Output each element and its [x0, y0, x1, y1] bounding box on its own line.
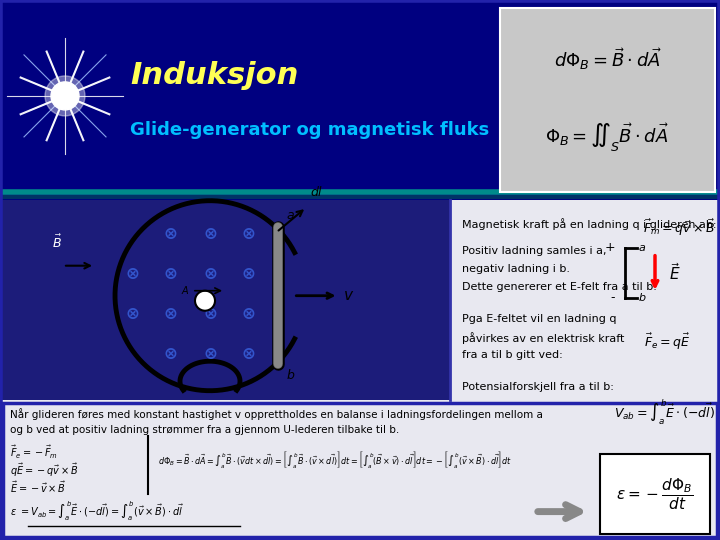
Text: $\varepsilon = -\dfrac{d\Phi_B}{dt}$: $\varepsilon = -\dfrac{d\Phi_B}{dt}$ — [616, 476, 693, 512]
Text: ⊗: ⊗ — [163, 305, 177, 323]
Text: Dette genererer et E-felt fra a til b.: Dette genererer et E-felt fra a til b. — [462, 282, 657, 292]
Circle shape — [51, 82, 79, 110]
Bar — [450, 200, 720, 400]
Circle shape — [195, 291, 215, 310]
Text: fra a til b gitt ved:: fra a til b gitt ved: — [462, 350, 563, 360]
Text: Magnetisk kraft på en ladning q i glideren ab:: Magnetisk kraft på en ladning q i glider… — [462, 218, 716, 230]
Text: ⊗: ⊗ — [125, 305, 139, 323]
Text: Potensialforskjell fra a til b:: Potensialforskjell fra a til b: — [462, 382, 614, 392]
Text: b: b — [287, 369, 294, 382]
Text: a: a — [639, 243, 646, 253]
Text: $\vec{E} = -\vec{v}\times\vec{B}$: $\vec{E} = -\vec{v}\times\vec{B}$ — [10, 480, 66, 495]
Bar — [500, 8, 715, 192]
Text: ⊗: ⊗ — [125, 265, 139, 283]
Text: -: - — [611, 291, 615, 305]
Bar — [0, 400, 720, 540]
Text: A: A — [181, 286, 188, 296]
Text: ⊗: ⊗ — [203, 225, 217, 242]
Text: b: b — [639, 293, 646, 303]
Text: og b ved at positiv ladning strømmer fra a gjennom U-lederen tilbake til b.: og b ved at positiv ladning strømmer fra… — [10, 424, 400, 435]
Text: $\Phi_B = \iint_S \vec{B}\cdot d\vec{A}$: $\Phi_B = \iint_S \vec{B}\cdot d\vec{A}$ — [545, 120, 670, 153]
Text: $\vec{F}_m = q\vec{v}\times\vec{B}$: $\vec{F}_m = q\vec{v}\times\vec{B}$ — [643, 218, 715, 238]
Text: $v$: $v$ — [343, 288, 355, 303]
Text: $V_{ab} = \int_a^b \vec{E}\cdot(-d\vec{l})$: $V_{ab} = \int_a^b \vec{E}\cdot(-d\vec{l… — [614, 397, 715, 426]
Text: $\vec{F}_e = q\vec{E}$: $\vec{F}_e = q\vec{E}$ — [644, 332, 690, 352]
Text: $d\Phi_B = \vec{B}\cdot d\vec{A}$: $d\Phi_B = \vec{B}\cdot d\vec{A}$ — [554, 46, 661, 72]
Bar — [0, 200, 450, 400]
Text: +: + — [604, 241, 615, 254]
Text: ⊗: ⊗ — [163, 345, 177, 363]
Text: påvirkes av en elektrisk kraft: påvirkes av en elektrisk kraft — [462, 332, 624, 343]
Text: Induksjon: Induksjon — [130, 62, 298, 90]
Text: ⊗: ⊗ — [241, 225, 255, 242]
Text: $\vec{F}_e = -\vec{F}_m$: $\vec{F}_e = -\vec{F}_m$ — [10, 443, 58, 461]
Bar — [3, 403, 717, 537]
Text: ⊗: ⊗ — [203, 305, 217, 323]
Text: ⊗: ⊗ — [241, 345, 255, 363]
Text: Når glideren føres med konstant hastighet v opprettholdes en balanse i ladningsf: Når glideren føres med konstant hastighe… — [10, 408, 543, 420]
Text: negativ ladning i b.: negativ ladning i b. — [462, 264, 570, 274]
Text: ⊗: ⊗ — [241, 305, 255, 323]
Text: $\vec{E}$: $\vec{E}$ — [669, 262, 681, 284]
Bar — [600, 454, 710, 534]
Text: Glide-generator og magnetisk fluks: Glide-generator og magnetisk fluks — [130, 121, 490, 139]
Circle shape — [45, 76, 85, 116]
Text: ⊗: ⊗ — [203, 265, 217, 283]
Bar — [0, 0, 720, 200]
Text: $d\Phi_B = \vec{B}\cdot d\vec{A}=\int_a^b\vec{B}\cdot(\vec{v}dt\times d\vec{l})=: $d\Phi_B = \vec{B}\cdot d\vec{A}=\int_a^… — [158, 449, 512, 470]
Text: a: a — [287, 210, 294, 222]
Text: $q\vec{E} = -q\vec{v}\times\vec{B}$: $q\vec{E} = -q\vec{v}\times\vec{B}$ — [10, 462, 78, 479]
Text: $\varepsilon \ = V_{ab} = \int_a^b \vec{E}\cdot(-d\vec{l})= \int_a^b(\vec{v}\tim: $\varepsilon \ = V_{ab} = \int_a^b \vec{… — [10, 500, 184, 523]
Text: Pga E-feltet vil en ladning q: Pga E-feltet vil en ladning q — [462, 314, 616, 324]
Text: Positiv ladning samles i a,: Positiv ladning samles i a, — [462, 246, 606, 256]
Text: ⊗: ⊗ — [163, 265, 177, 283]
Text: ⊗: ⊗ — [163, 225, 177, 242]
Text: ⊗: ⊗ — [203, 345, 217, 363]
Text: $\vec{B}$: $\vec{B}$ — [52, 233, 62, 251]
Text: $dl$: $dl$ — [310, 185, 324, 199]
Text: ⊗: ⊗ — [241, 265, 255, 283]
